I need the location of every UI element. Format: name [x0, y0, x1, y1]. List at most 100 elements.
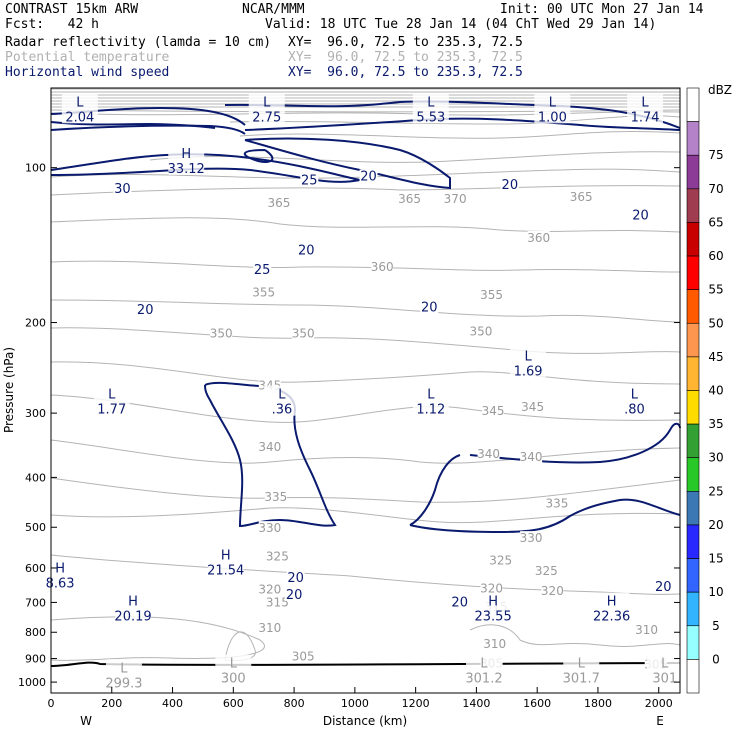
- extremum-bg: [563, 654, 600, 685]
- wind-contour-20: [469, 422, 681, 464]
- x-tick-label: 1000: [341, 697, 369, 710]
- y-tick-label: 500: [25, 521, 46, 534]
- extremum-wind: L2.75: [248, 93, 285, 125]
- theta-label-bg: [635, 623, 658, 637]
- theta-label: 365: [570, 190, 593, 204]
- y-tick-label: 400: [25, 471, 46, 484]
- wind-label-bg: [420, 300, 439, 314]
- extremum-value: 301.7: [563, 672, 600, 687]
- extremum-wind: H20.19: [114, 592, 152, 625]
- theta-label: 360: [527, 231, 550, 245]
- x-tick-label: 600: [223, 697, 244, 710]
- theta-label: 330: [520, 531, 543, 545]
- extremum-wind: L.80: [616, 385, 653, 418]
- extremum-kind: L: [480, 657, 488, 672]
- theta-label-bg: [266, 595, 289, 609]
- east-label: E: [656, 714, 664, 728]
- theta-label-bg: [521, 400, 544, 414]
- extremum-kind: H: [221, 548, 231, 563]
- theta-label-bg: [489, 553, 512, 567]
- extremum-kind: L: [230, 657, 238, 672]
- west-label: W: [80, 714, 92, 728]
- theta-label-bg: [258, 582, 281, 596]
- y-tick-label: 700: [25, 596, 46, 609]
- wind-label-bg: [113, 181, 132, 195]
- colorbar-swatch: [686, 659, 700, 694]
- theta-contour: [50, 111, 681, 116]
- x-axis: 0 200 400 600 800 1000 1200 1400 1600 1800 2000: [48, 687, 673, 710]
- field-name-reflectivity: Radar reflectivity (lamda = 10 cm): [5, 35, 272, 50]
- wind-label: 20: [502, 178, 519, 193]
- extremum-bg: [412, 385, 449, 416]
- theta-label: 350: [210, 326, 233, 340]
- colorbar-swatch: [686, 491, 700, 526]
- wind-label: 20: [451, 595, 468, 610]
- wind-contour-25: [50, 124, 246, 135]
- theta-label-bg: [258, 439, 281, 453]
- wind-label: 20: [360, 169, 377, 184]
- x-tick-label: 0: [48, 697, 55, 710]
- theta-label: 340: [258, 440, 281, 454]
- theta-label: 335: [545, 497, 568, 511]
- theta-label-bg: [545, 496, 568, 510]
- x-axis-title: Distance (km): [323, 714, 407, 728]
- theta-contour: [50, 168, 681, 179]
- x-tick-label: 1600: [523, 697, 551, 710]
- extremum-value: 21.54: [207, 563, 244, 578]
- theta-label: 350: [292, 326, 315, 340]
- y-axis-title: Pressure (hPa): [2, 347, 16, 433]
- colorbar-swatch: [686, 289, 700, 324]
- theta-label: 320: [541, 584, 564, 598]
- extremum-value: 301: [652, 672, 677, 687]
- theta-contour: [50, 327, 681, 354]
- extremum-kind: L: [631, 388, 639, 403]
- extremum-value: 1.77: [97, 403, 126, 418]
- theta-contour: [239, 130, 681, 139]
- theta-label-bg: [267, 195, 290, 209]
- extremum-kind: L: [108, 388, 116, 403]
- colorbar-level: 65: [708, 215, 723, 229]
- extremum-value: 22.36: [593, 610, 630, 625]
- wind-contour-20: [409, 454, 461, 526]
- theta-label-bg: [527, 231, 550, 245]
- wind-label-bg: [300, 173, 319, 187]
- theta-label-bg: [210, 326, 233, 340]
- extremum-bg: [248, 93, 285, 124]
- wind-label: 25: [301, 174, 318, 189]
- wind-contour-20: [244, 137, 451, 190]
- extremum-kind: H: [488, 595, 498, 610]
- theta-contour: [50, 361, 681, 385]
- wind-label-bg: [286, 570, 305, 584]
- extremum-wind: H33.12: [168, 144, 205, 177]
- extremum-bg: [593, 592, 630, 623]
- colorbar-swatch: [686, 255, 700, 290]
- colorbar-unit: dBZ: [708, 83, 732, 97]
- colorbar-level: 0: [712, 652, 720, 666]
- field-xy-wind: XY= 96.0, 72.5 to 235.3, 72.5: [288, 65, 523, 80]
- wind-label: 20: [287, 571, 304, 586]
- extremum-bg: [115, 592, 152, 623]
- wind-contour-25: [243, 149, 274, 163]
- theta-label-bg: [520, 531, 543, 545]
- init-time: Init: 00 UTC Mon 27 Jan 14: [500, 2, 704, 17]
- extremum-bg: [93, 385, 130, 416]
- extremum-kind: L: [641, 95, 649, 110]
- wind-label: 20: [137, 303, 154, 318]
- theta-label-bg: [480, 581, 503, 595]
- wind-label: 20: [298, 244, 315, 259]
- theta-label: 355: [480, 288, 503, 302]
- theta-label-bg: [477, 446, 500, 460]
- theta-contour: [50, 260, 681, 273]
- extremum-wind: L1.00: [534, 93, 571, 125]
- colorbar-swatch: [686, 322, 700, 358]
- extremum-bg: [646, 654, 683, 685]
- x-tick-label: 1800: [584, 697, 612, 710]
- colorbar-swatch: [686, 121, 700, 156]
- theta-label-bg: [520, 449, 543, 463]
- wind-contour-20: [244, 117, 681, 131]
- theta-contours: [50, 87, 681, 661]
- valid-time: Valid: 18 UTC Tue 28 Jan 14 (04 ChT Wed …: [265, 17, 657, 32]
